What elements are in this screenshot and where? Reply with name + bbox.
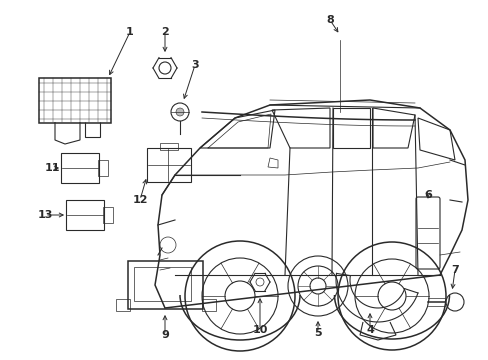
Text: 6: 6	[423, 190, 431, 200]
Text: 3: 3	[191, 60, 199, 70]
Text: 9: 9	[161, 330, 168, 340]
Bar	[134, 267, 191, 301]
Text: 1: 1	[126, 27, 134, 37]
Text: 13: 13	[37, 210, 53, 220]
Text: 10: 10	[252, 325, 267, 335]
Text: 5: 5	[314, 328, 321, 338]
Circle shape	[176, 108, 183, 116]
Text: 12: 12	[132, 195, 147, 205]
Bar	[128, 261, 203, 309]
Bar	[116, 299, 130, 311]
Bar	[39, 78, 111, 123]
Bar	[160, 143, 178, 150]
Bar	[103, 207, 113, 223]
Text: 8: 8	[325, 15, 333, 25]
Bar	[202, 299, 216, 311]
Text: 2: 2	[161, 27, 168, 37]
Text: 4: 4	[366, 325, 373, 335]
Text: 7: 7	[450, 265, 458, 275]
Text: 11: 11	[44, 163, 60, 173]
Bar	[98, 160, 108, 176]
